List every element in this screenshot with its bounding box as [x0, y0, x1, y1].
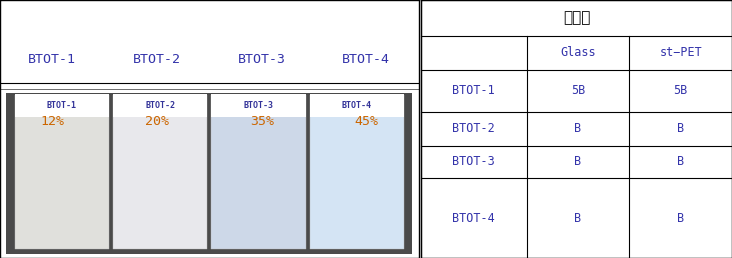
Text: B: B	[575, 212, 581, 224]
Bar	[113, 95, 207, 249]
Text: BTOT-4: BTOT-4	[452, 212, 495, 224]
Text: B: B	[677, 123, 684, 135]
Text: 12%: 12%	[40, 115, 64, 128]
Text: B: B	[575, 123, 581, 135]
Bar	[310, 94, 404, 117]
Text: B: B	[677, 155, 684, 168]
Text: BTOT-2: BTOT-2	[145, 101, 175, 110]
Text: B: B	[677, 212, 684, 224]
Bar	[212, 95, 306, 249]
Text: BTOT-2: BTOT-2	[133, 53, 181, 66]
Bar	[212, 94, 306, 117]
Text: BTOT-1: BTOT-1	[47, 101, 77, 110]
Text: 부착성: 부착성	[563, 11, 590, 26]
Text: 35%: 35%	[250, 115, 274, 128]
Text: BTOT-2: BTOT-2	[452, 123, 495, 135]
Bar	[15, 94, 109, 117]
Text: 5B: 5B	[673, 84, 688, 98]
Text: BTOT-4: BTOT-4	[342, 101, 372, 110]
Text: 20%: 20%	[145, 115, 169, 128]
Text: BTOT-3: BTOT-3	[238, 53, 285, 66]
Text: BTOT-1: BTOT-1	[452, 84, 495, 98]
Text: 5B: 5B	[571, 84, 585, 98]
Bar	[7, 93, 412, 254]
Text: BTOT-4: BTOT-4	[343, 53, 390, 66]
Bar	[310, 95, 404, 249]
Text: st−PET: st−PET	[660, 46, 702, 59]
Bar	[15, 95, 109, 249]
Bar	[113, 94, 207, 117]
Text: BTOT-1: BTOT-1	[29, 53, 76, 66]
Text: 45%: 45%	[354, 115, 378, 128]
Text: B: B	[575, 155, 581, 168]
Text: BTOT-3: BTOT-3	[452, 155, 495, 168]
Text: Glass: Glass	[560, 46, 596, 59]
Text: BTOT-3: BTOT-3	[244, 101, 274, 110]
